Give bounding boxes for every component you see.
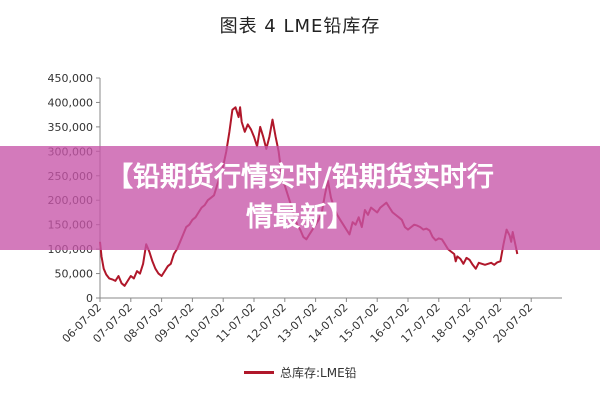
x-ticks: 06-07-0207-07-0208-07-0209-07-0210-07-02… bbox=[60, 298, 535, 345]
y-tick-label: 450,000 bbox=[48, 72, 94, 85]
overlay-line-2: 情最新】 bbox=[246, 202, 354, 233]
legend-label: 总库存:LME铅 bbox=[280, 366, 357, 380]
chart-title: 图表 4 LME铅库存 bbox=[219, 16, 381, 37]
overlay-line-1: 【铅期货行情实时/铅期货实时行 bbox=[106, 162, 494, 193]
legend: 总库存:LME铅 bbox=[244, 364, 357, 381]
y-tick-label: 0 bbox=[86, 292, 93, 305]
y-tick-label: 350,000 bbox=[48, 121, 94, 134]
overlay-banner: 【铅期货行情实时/铅期货实时行 情最新】 bbox=[0, 146, 600, 250]
y-tick-label: 50,000 bbox=[55, 268, 94, 281]
legend-swatch bbox=[244, 371, 274, 374]
y-tick-label: 400,000 bbox=[48, 96, 94, 109]
